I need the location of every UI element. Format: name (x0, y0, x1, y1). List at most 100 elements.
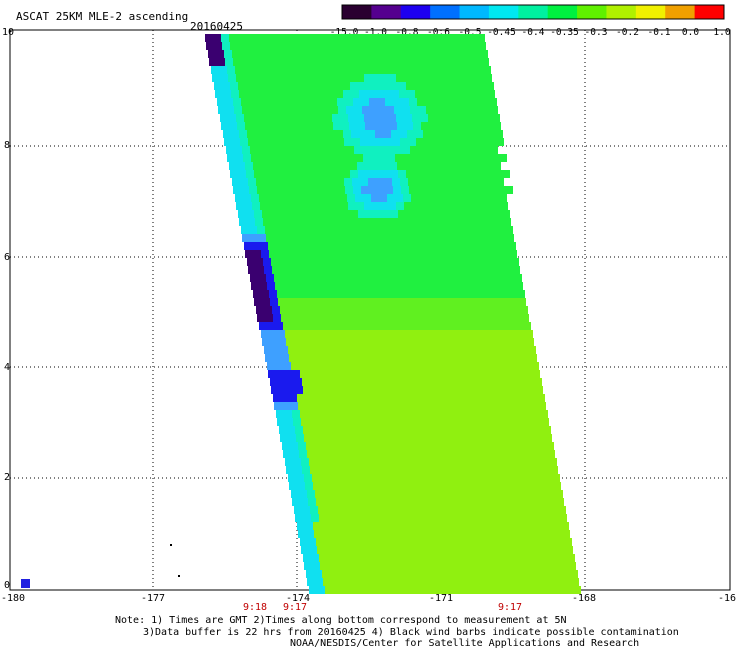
swath-pixel (371, 450, 379, 458)
swath-pixel (285, 458, 293, 466)
swath-pixel (313, 482, 321, 490)
swath-pixel (393, 98, 401, 106)
swath-pixel (433, 354, 441, 362)
swath-pixel (333, 458, 341, 466)
swath-pixel (409, 522, 417, 530)
swath-pixel (519, 554, 527, 562)
swath-pixel (425, 522, 433, 530)
swath-pixel (410, 106, 418, 114)
swath-pixel (316, 202, 324, 210)
swath-pixel (475, 490, 483, 498)
swath-pixel (261, 162, 269, 170)
swath-pixel (382, 210, 390, 218)
swath-pixel (447, 218, 455, 226)
swath-pixel (224, 50, 232, 58)
swath-pixel (398, 82, 406, 90)
swath-pixel (367, 426, 375, 434)
swath-pixel (282, 234, 290, 242)
swath-pixel (427, 578, 435, 586)
swath-pixel (467, 362, 475, 370)
swath-pixel (345, 226, 353, 234)
swath-pixel (231, 130, 239, 138)
swath-pixel (371, 194, 379, 202)
swath-pixel (310, 170, 318, 178)
swath-pixel (228, 114, 236, 122)
swath-pixel (336, 50, 344, 58)
swath-pixel (437, 418, 445, 426)
swath-pixel (412, 202, 420, 210)
swath-pixel (403, 66, 411, 74)
swath-pixel (379, 362, 387, 370)
swath-pixel (410, 146, 418, 154)
swath-pixel (339, 450, 347, 458)
swath-pixel (493, 330, 501, 338)
swath-pixel (504, 562, 512, 570)
swath-pixel (315, 154, 323, 162)
swath-pixel (401, 314, 409, 322)
swath-pixel (440, 138, 448, 146)
swath-pixel (255, 258, 263, 266)
swath-pixel (535, 426, 543, 434)
swath-pixel (292, 498, 300, 506)
swath-pixel (479, 386, 487, 394)
swath-pixel (371, 490, 379, 498)
swath-pixel (434, 234, 442, 242)
swath-pixel (496, 266, 504, 274)
swath-pixel (296, 474, 304, 482)
swath-pixel (524, 498, 532, 506)
swath-pixel (408, 306, 416, 314)
swath-pixel (216, 50, 224, 58)
swath-pixel (540, 538, 548, 546)
swath-pixel (284, 74, 292, 82)
swath-pixel (384, 266, 392, 274)
swath-pixel (230, 170, 238, 178)
colorbar-swatch (606, 5, 637, 19)
swath-pixel (411, 362, 419, 370)
swath-pixel (267, 154, 275, 162)
colorbar-label: -0.4 (522, 27, 545, 38)
swath-pixel (469, 586, 477, 594)
swath-pixel (516, 538, 524, 546)
swath-pixel (472, 178, 480, 186)
swath-pixel (528, 434, 536, 442)
swath-pixel (462, 42, 470, 50)
swath-pixel (275, 154, 283, 162)
swath-pixel (470, 506, 478, 514)
swath-pixel (304, 346, 312, 354)
swath-pixel (367, 90, 375, 98)
swath-pixel (396, 370, 404, 378)
swath-pixel (440, 266, 448, 274)
swath-pixel (395, 450, 403, 458)
swath-pixel (288, 266, 296, 274)
swath-pixel (333, 418, 341, 426)
swath-pixel (387, 66, 395, 74)
swath-pixel (404, 202, 412, 210)
swath-pixel (434, 570, 442, 578)
swath-pixel (448, 138, 456, 146)
swath-pixel (344, 474, 352, 482)
swath-pixel (483, 194, 491, 202)
swath-pixel (287, 426, 295, 434)
swath-pixel (360, 138, 368, 146)
swath-pixel (392, 266, 400, 274)
swath-pixel (541, 546, 549, 554)
swath-pixel (409, 314, 417, 322)
swath-pixel (469, 122, 477, 130)
swath-pixel (375, 218, 383, 226)
swath-pixel (389, 330, 397, 338)
swath-pixel (364, 370, 372, 378)
swath-pixel (352, 434, 360, 442)
swath-pixel (326, 298, 334, 306)
swath-pixel (449, 482, 457, 490)
swath-pixel (276, 242, 284, 250)
swath-pixel (479, 426, 487, 434)
swath-pixel (425, 482, 433, 490)
swath-pixel (501, 250, 509, 258)
swath-pixel (328, 138, 336, 146)
swath-pixel (428, 410, 436, 418)
swath-pixel (515, 490, 523, 498)
swath-pixel (330, 106, 338, 114)
swath-pixel (439, 130, 447, 138)
swath-pixel (358, 338, 366, 346)
swath-pixel (454, 466, 462, 474)
